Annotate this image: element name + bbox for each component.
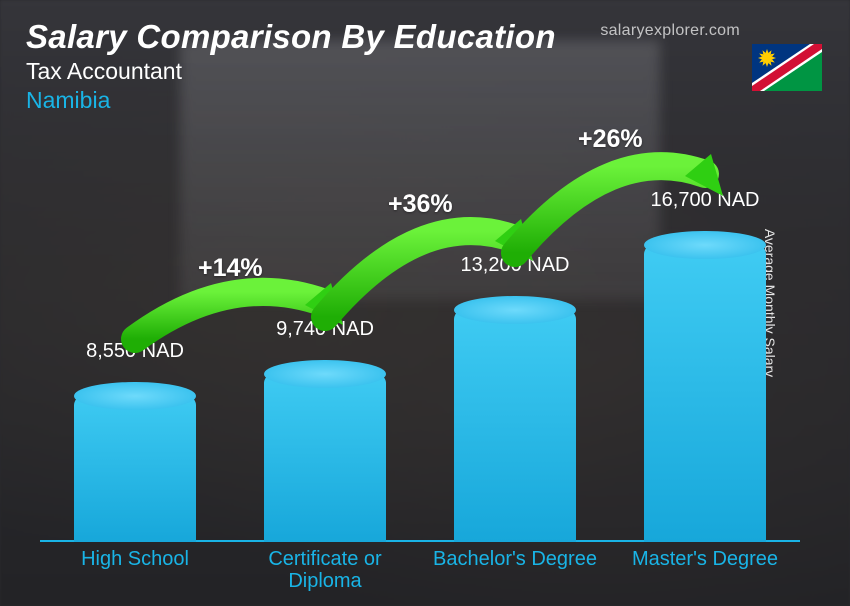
bar [454, 297, 576, 542]
bar-category-label: High School [81, 548, 189, 570]
increment-pct-label: +14% [198, 254, 263, 283]
bar-category-label: Master's Degree [620, 548, 790, 570]
chart-location: Namibia [26, 87, 824, 114]
bar-value-label: 9,740 NAD [276, 318, 374, 341]
chart-subtitle: Tax Accountant [26, 58, 824, 85]
infographic-container: Salary Comparison By Education Tax Accou… [0, 0, 850, 606]
increment-pct-label: +26% [578, 125, 643, 154]
bar-value-label: 16,700 NAD [651, 189, 760, 212]
bar-value-label: 13,200 NAD [461, 254, 570, 277]
bar-category-label: Bachelor's Degree [430, 548, 600, 570]
bar-chart: 8,550 NADHigh School9,740 NADCertificate… [40, 130, 800, 588]
increment-pct-label: +36% [388, 190, 453, 219]
bar [74, 383, 196, 542]
watermark-text: salaryexplorer.com [600, 22, 740, 40]
bar-category-label: Certificate or Diploma [240, 548, 410, 592]
bar [644, 232, 766, 542]
bar-value-label: 8,550 NAD [86, 340, 184, 363]
bar [264, 361, 386, 542]
namibia-flag-icon [752, 44, 822, 91]
